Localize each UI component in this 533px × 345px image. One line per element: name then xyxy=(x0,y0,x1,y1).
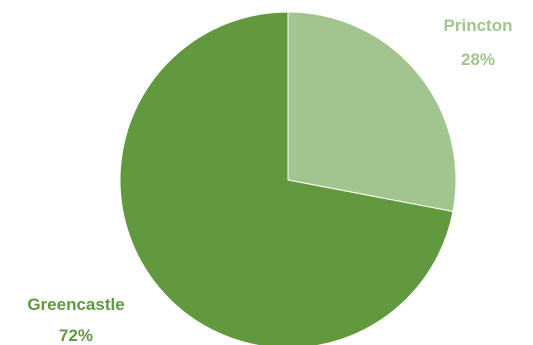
slice-value-princton: 28% xyxy=(461,50,495,69)
pie-slices xyxy=(119,11,457,345)
pie-slice-princton xyxy=(287,11,457,213)
slice-value-greencastle: 72% xyxy=(59,326,93,345)
slice-label-princton: Princton xyxy=(444,16,513,35)
slice-label-greencastle: Greencastle xyxy=(27,295,124,314)
pie-slice-greencastle xyxy=(119,11,454,345)
